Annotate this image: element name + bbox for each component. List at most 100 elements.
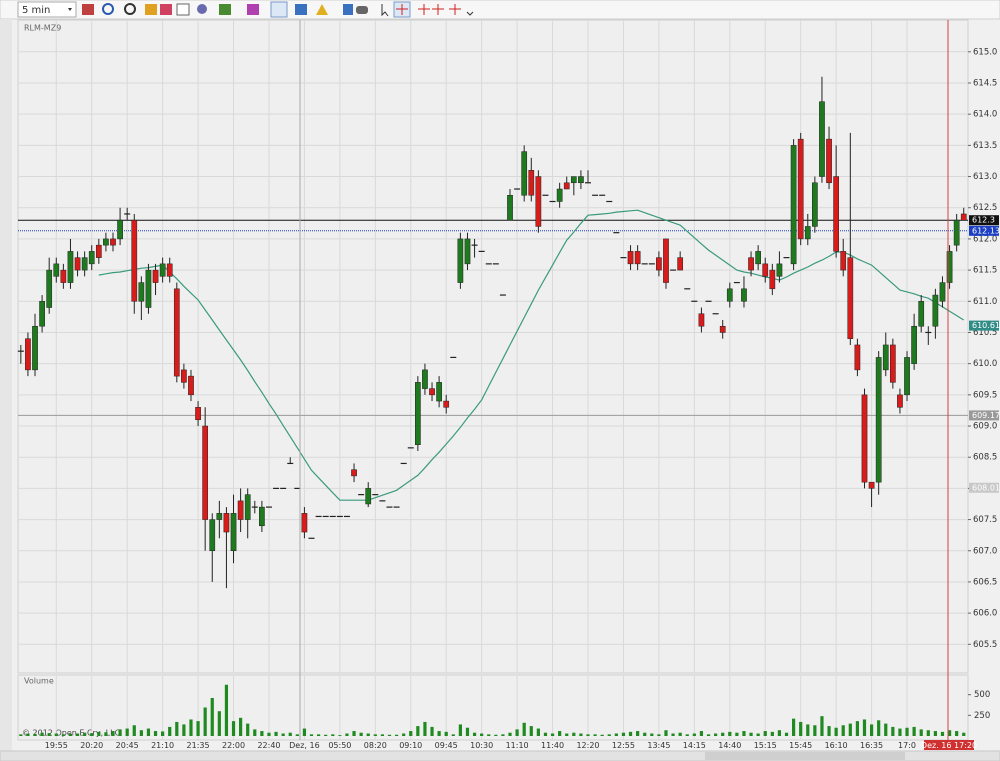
candle-body [578, 176, 584, 184]
volume-bar [451, 734, 455, 736]
volume-bar [274, 731, 278, 736]
volume-bar [125, 728, 129, 736]
icon-pointer[interactable] [381, 4, 389, 17]
volume-bar [239, 717, 243, 736]
icon-theme[interactable] [197, 4, 207, 14]
icon-draw[interactable] [356, 6, 368, 14]
icon-indicators[interactable] [219, 4, 231, 15]
candle-body [563, 182, 570, 190]
candle-body [117, 219, 123, 240]
volume-bar [501, 734, 505, 736]
candle-body [443, 400, 450, 408]
price-marker-label: 610.61 [972, 321, 1000, 330]
candle-body [202, 425, 209, 520]
volume-bar [671, 733, 675, 736]
volume-tick-label: 250 [974, 711, 990, 721]
icon-studies[interactable] [247, 4, 259, 15]
candle-body [351, 469, 357, 477]
volume-bar [472, 732, 477, 736]
candle-body [216, 513, 223, 520]
volume-bar [168, 726, 172, 736]
volume-bar [579, 733, 583, 736]
icon-template[interactable] [295, 4, 307, 15]
y-tick-label: 609.0 [973, 422, 997, 432]
volume-bar [558, 731, 562, 736]
x-tick-label: 16:10 [825, 741, 848, 750]
candle-body [677, 257, 684, 271]
candle-body [223, 513, 230, 533]
candle-body [634, 251, 641, 265]
scrollbar-thumb[interactable] [705, 752, 905, 760]
candle-body [237, 500, 244, 520]
candle-body [25, 338, 31, 371]
icon-zoom[interactable] [102, 3, 114, 15]
volume-bar [288, 732, 292, 736]
icon-save[interactable] [343, 4, 353, 15]
volume-panel [17, 674, 969, 741]
y-tick-label: 607.0 [973, 546, 997, 556]
volume-bar [791, 718, 796, 736]
volume-bar [862, 719, 867, 736]
candle-body [159, 263, 166, 277]
volume-bar [295, 734, 299, 736]
y-tick-label: 610.5 [973, 328, 997, 338]
y-tick-label: 606.0 [973, 609, 997, 619]
icon-alert[interactable] [316, 4, 328, 15]
price-marker [969, 215, 999, 226]
price-marker-label: 612.3 [972, 216, 995, 225]
candle-body [535, 176, 542, 227]
candle-body [911, 325, 917, 364]
icon-bars[interactable] [82, 4, 94, 15]
volume-bar [912, 726, 916, 736]
candle-body [847, 257, 854, 339]
toolbar-more[interactable] [466, 11, 474, 16]
candle-body [88, 251, 95, 265]
candle-body [95, 244, 102, 258]
candle-body [60, 269, 67, 283]
y-tick-label: 606.5 [973, 577, 997, 587]
volume-tick-label: 500 [974, 690, 990, 700]
icon-magnet[interactable] [145, 4, 157, 15]
volume-bar [118, 729, 122, 736]
volume-bar [735, 732, 739, 736]
interval-dropdown[interactable] [17, 1, 77, 18]
scrollbar[interactable] [0, 750, 1000, 761]
icon-link[interactable] [160, 4, 172, 15]
x-tick-label: 22:00 [222, 741, 245, 750]
volume-bar [338, 735, 342, 736]
volume-bar [884, 723, 888, 736]
x-tick-label: 11:10 [506, 741, 529, 750]
volume-bar [40, 732, 44, 736]
volume-bar [749, 732, 753, 736]
volume-bar [600, 734, 604, 736]
volume-bar [359, 732, 363, 736]
icon-page[interactable] [176, 3, 190, 16]
candle-body [67, 251, 74, 283]
candle-body [209, 519, 216, 552]
volume-bar [550, 733, 555, 736]
candle-body [769, 269, 776, 290]
price-marker-label: 608.01 [972, 483, 1000, 492]
volume-bar [742, 731, 746, 736]
candle-body [195, 407, 201, 421]
volume-bar [855, 721, 860, 736]
candle-body [110, 238, 116, 246]
candle-body [804, 226, 811, 240]
volume-bar [146, 728, 151, 736]
volume-bar [153, 731, 158, 736]
crosshair-icons[interactable] [396, 4, 461, 15]
x-tick-label: 14:15 [683, 741, 706, 750]
icon-volume[interactable] [270, 1, 288, 18]
volume-bar [104, 732, 108, 736]
y-tick-label: 611.5 [973, 266, 997, 276]
x-tick-label: 09:10 [399, 741, 422, 750]
candle-body [152, 269, 159, 283]
x-tick-label: 10:30 [470, 741, 493, 750]
instrument-label: RLM-MZ9 [24, 24, 61, 33]
volume-bar [919, 729, 923, 736]
candle-body [932, 294, 939, 327]
y-tick-label: 613.5 [973, 141, 997, 151]
x-tick-label: 21:35 [187, 741, 210, 750]
icon-zoom-out[interactable] [124, 3, 136, 15]
volume-bar [458, 724, 462, 736]
